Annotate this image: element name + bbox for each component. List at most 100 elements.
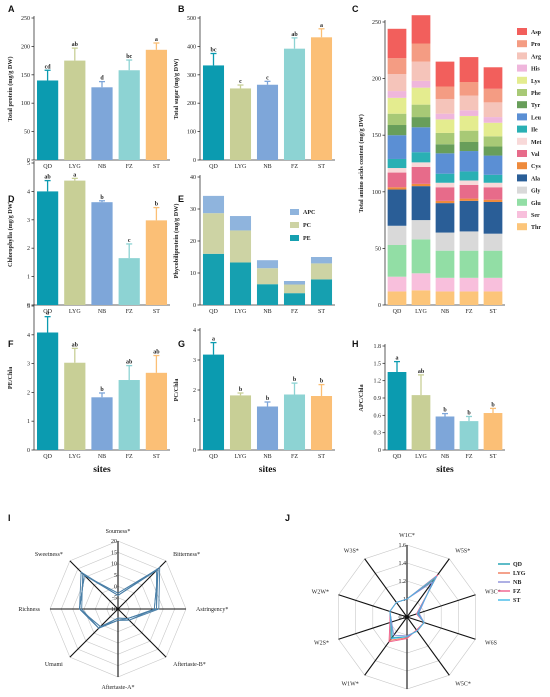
bar-segment-Lys <box>459 115 479 131</box>
spoke <box>69 560 119 610</box>
y-tick-label: 0 <box>193 448 196 454</box>
bar-segment-Ser <box>435 277 455 292</box>
significance-label: bc <box>211 48 217 54</box>
y-tick-label: 250 <box>21 16 30 22</box>
bar <box>64 180 86 305</box>
bar-segment-Phe <box>483 136 503 147</box>
y-tick-label: 150 <box>21 73 30 79</box>
x-tick-label: ST <box>153 164 160 170</box>
x-tick-label: NB <box>98 164 106 170</box>
x-tick-label: NB <box>263 309 271 315</box>
significance-label: b <box>491 402 495 408</box>
bar-segment-Val <box>435 187 455 201</box>
x-tick-label: ST <box>318 164 325 170</box>
bar-segment-Thr <box>411 290 431 305</box>
y-tick-label: 3 <box>27 362 30 368</box>
significance-label: b <box>155 202 159 208</box>
bar-segment-Phe <box>435 132 455 145</box>
y-tick-label: 100 <box>372 190 381 196</box>
x-tick-label: NB <box>98 454 106 460</box>
significance-label: b <box>320 379 324 385</box>
legend-label: LYG <box>513 571 526 577</box>
bar-segment-Glu <box>411 239 431 274</box>
y-tick-label: 1.5 <box>374 361 382 367</box>
x-tick-label: LYG <box>69 164 81 170</box>
x-tick-label: FZ <box>126 164 133 170</box>
legend-label: Gly <box>531 189 540 195</box>
panel-A: A 0 50 100 150 200 250 Total protein (mg/g DW) Q… <box>7 4 170 170</box>
significance-label: a <box>396 356 399 362</box>
y-tick-label: 0 <box>193 158 196 164</box>
significance-label: a <box>46 311 49 317</box>
bar-segment-Tyr <box>483 146 503 156</box>
significance-label: a <box>155 37 158 43</box>
radial-tick-label: 1.4 <box>399 561 407 567</box>
bar-segment-Leu <box>459 151 479 172</box>
y-tick-label: 200 <box>187 101 196 107</box>
legend-swatch-APC <box>290 209 299 215</box>
spoke <box>117 608 167 658</box>
significance-label: ab <box>153 350 160 356</box>
spoke <box>406 616 450 676</box>
series-line-ST <box>79 568 159 628</box>
x-tick-label: ST <box>318 454 325 460</box>
bar-segment-His <box>387 91 407 98</box>
bar-segment-Asp <box>435 61 455 87</box>
bar <box>145 49 168 160</box>
bar-segment-Ile <box>387 158 407 169</box>
radial-tick-label: 0 <box>114 584 117 590</box>
bar-segment-Ala <box>411 186 431 221</box>
significance-label: ab <box>44 175 51 181</box>
panel-label-C: C <box>352 4 359 14</box>
spoke <box>406 616 476 640</box>
y-tick-label: 10 <box>190 271 196 277</box>
bar-segment-Thr <box>459 291 479 305</box>
bar-segment-Val <box>483 187 503 200</box>
bar-segment-Asp <box>387 28 407 59</box>
panel-label-E: E <box>178 194 184 204</box>
bar <box>91 87 113 160</box>
bar-segment-Ala <box>387 189 407 226</box>
bar-segment-PE <box>283 293 306 305</box>
y-tick-label: 500 <box>187 16 196 22</box>
bar <box>202 354 225 450</box>
bar-segment-Glu <box>435 250 455 278</box>
bar-segment-Cys <box>435 200 455 204</box>
y-tick-label: 400 <box>187 44 196 50</box>
legend-label: Ser <box>531 213 540 219</box>
axis-label: Richness <box>18 607 40 613</box>
y-axis-label: PC/Chla <box>173 379 180 402</box>
x-tick-label: LYG <box>235 454 247 460</box>
axis-label: W2S* <box>314 640 329 646</box>
bar-segment-Ala <box>483 201 503 234</box>
y-tick-label: 100 <box>187 130 196 136</box>
bar <box>118 70 140 160</box>
y-tick-label: 200 <box>372 77 381 83</box>
panel-C: C 0 50 100 150 200 250 Total amino acids conten… <box>352 4 542 315</box>
legend-swatch-Lys <box>517 76 527 84</box>
y-tick-label: 2 <box>193 388 196 394</box>
x-axis-label: sites <box>436 465 454 475</box>
y-tick-label: 50 <box>24 130 30 136</box>
panel-label-H: H <box>352 339 359 349</box>
legend-swatch-Met <box>517 137 527 145</box>
significance-label: c <box>128 238 131 244</box>
axis-label: W1C* <box>399 533 415 539</box>
legend-label: Val <box>531 152 540 158</box>
x-tick-label: QD <box>393 454 402 460</box>
axis-label: Sweetness* <box>35 552 63 558</box>
panel-label-D: D <box>8 194 15 204</box>
legend-label: Ala <box>531 176 540 182</box>
axis-label: Aftertaste-A* <box>102 684 135 691</box>
x-tick-label: FZ <box>291 309 298 315</box>
x-tick-label: ST <box>489 454 496 460</box>
bar-segment-Lys <box>435 119 455 133</box>
legend-swatch-Glu <box>517 198 527 206</box>
axis-label: W3C* <box>485 590 501 596</box>
y-tick-label: 0 <box>378 448 381 454</box>
bar-segment-Pro <box>411 43 431 62</box>
bar <box>118 258 140 305</box>
bar-segment-PC <box>256 268 279 285</box>
y-tick-label: 5 <box>27 161 30 167</box>
legend-swatch-Asp <box>517 28 527 35</box>
